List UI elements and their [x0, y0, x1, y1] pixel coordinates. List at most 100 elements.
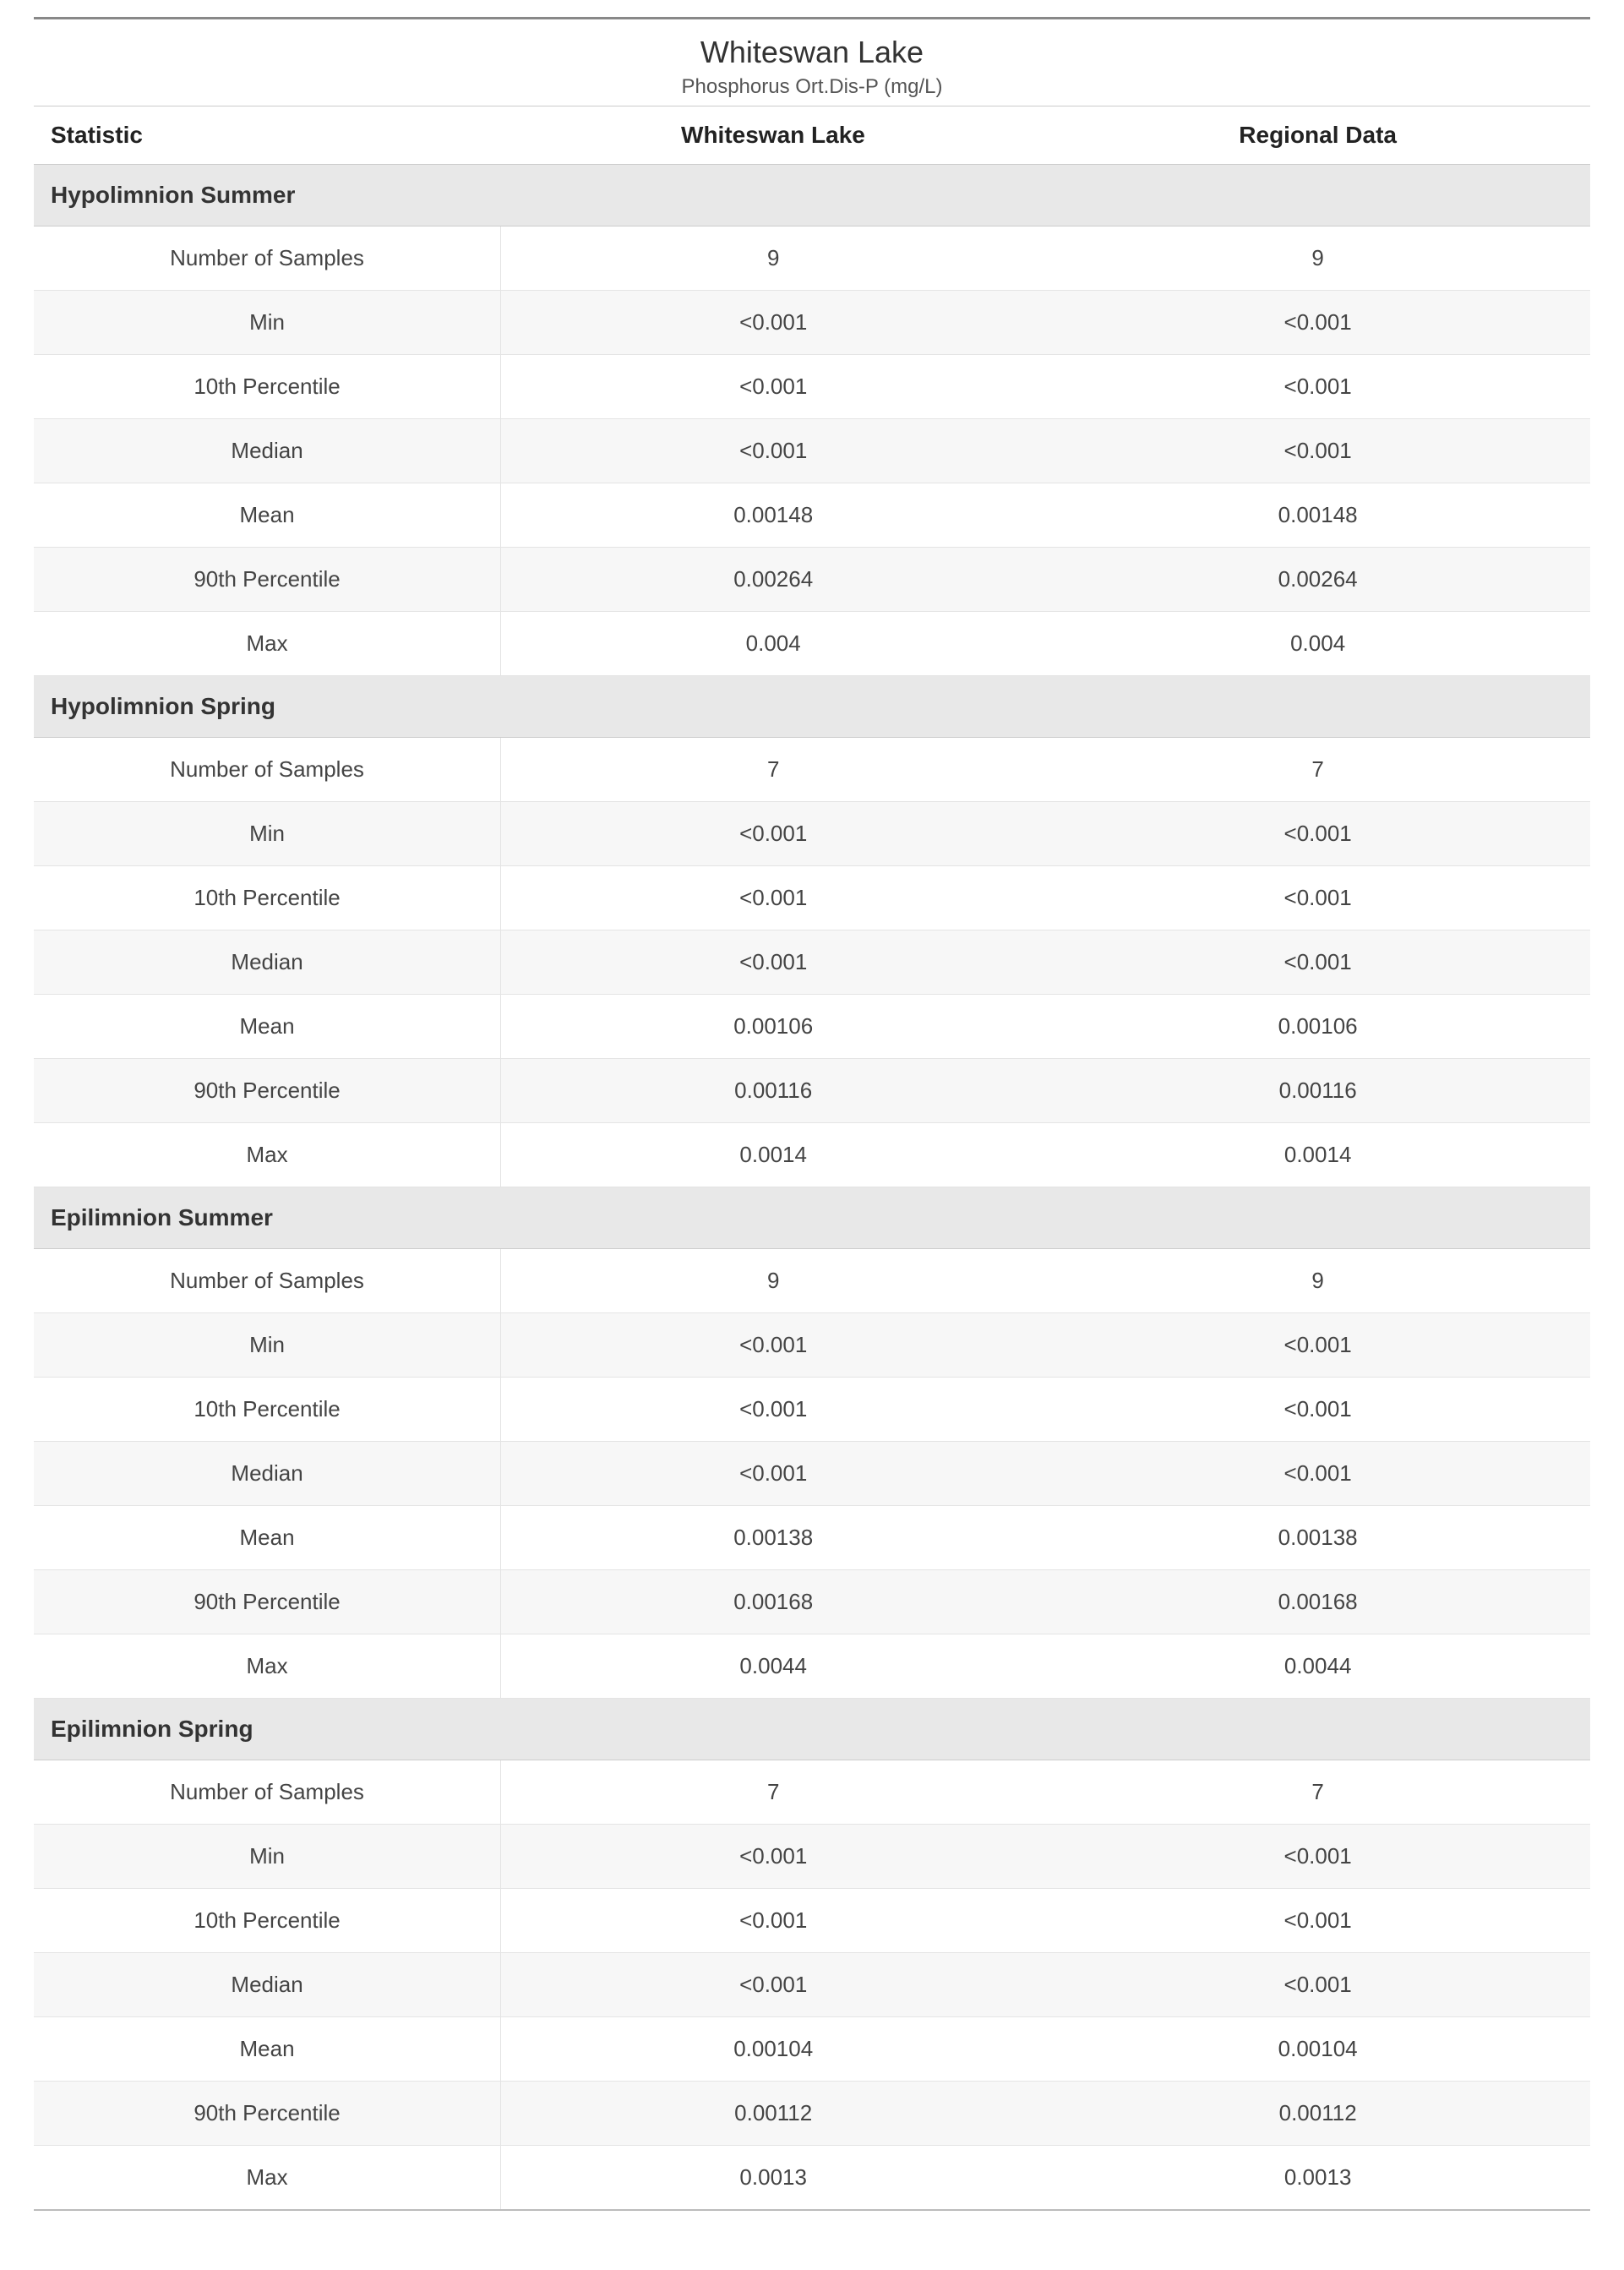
- statistic-label: Number of Samples: [34, 738, 501, 802]
- lake-value: 0.00264: [501, 548, 1046, 612]
- table-row: 90th Percentile0.001160.00116: [34, 1059, 1590, 1123]
- table-row: 90th Percentile0.002640.00264: [34, 548, 1590, 612]
- section-header: Hypolimnion Spring: [34, 676, 1590, 738]
- lake-value: 0.00138: [501, 1506, 1046, 1570]
- lake-value: <0.001: [501, 802, 1046, 866]
- lake-value: 9: [501, 1249, 1046, 1313]
- regional-value: 0.0013: [1045, 2146, 1590, 2211]
- regional-value: <0.001: [1045, 419, 1590, 483]
- statistic-label: 90th Percentile: [34, 1570, 501, 1634]
- lake-value: <0.001: [501, 291, 1046, 355]
- section-header-label: Epilimnion Summer: [34, 1187, 1590, 1249]
- statistic-label: Median: [34, 419, 501, 483]
- lake-value: 0.0013: [501, 2146, 1046, 2211]
- regional-value: 0.0044: [1045, 1634, 1590, 1699]
- lake-value: <0.001: [501, 1953, 1046, 2017]
- table-row: Mean0.001040.00104: [34, 2017, 1590, 2082]
- regional-value: <0.001: [1045, 1378, 1590, 1442]
- section-header: Epilimnion Summer: [34, 1187, 1590, 1249]
- lake-value: <0.001: [501, 930, 1046, 995]
- lake-value: 0.00116: [501, 1059, 1046, 1123]
- lake-value: 0.004: [501, 612, 1046, 676]
- lake-value: 0.0014: [501, 1123, 1046, 1187]
- statistic-label: Median: [34, 930, 501, 995]
- regional-value: 0.00112: [1045, 2082, 1590, 2146]
- table-row: 10th Percentile<0.001<0.001: [34, 866, 1590, 930]
- table-row: Max0.00130.0013: [34, 2146, 1590, 2211]
- regional-value: <0.001: [1045, 1442, 1590, 1506]
- lake-value: <0.001: [501, 419, 1046, 483]
- table-row: Min<0.001<0.001: [34, 291, 1590, 355]
- lake-value: <0.001: [501, 1442, 1046, 1506]
- table-row: Number of Samples77: [34, 1760, 1590, 1825]
- lake-value: <0.001: [501, 355, 1046, 419]
- statistic-label: Mean: [34, 483, 501, 548]
- page-subtitle: Phosphorus Ort.Dis-P (mg/L): [34, 75, 1590, 99]
- regional-value: <0.001: [1045, 1889, 1590, 1953]
- statistic-label: Median: [34, 1442, 501, 1506]
- statistic-label: Min: [34, 1825, 501, 1889]
- table-row: Max0.00140.0014: [34, 1123, 1590, 1187]
- regional-value: <0.001: [1045, 1825, 1590, 1889]
- column-header-row: Statistic Whiteswan Lake Regional Data: [34, 106, 1590, 165]
- statistic-label: Number of Samples: [34, 1760, 501, 1825]
- lake-value: <0.001: [501, 1825, 1046, 1889]
- lake-value: 0.00104: [501, 2017, 1046, 2082]
- table-row: Max0.00440.0044: [34, 1634, 1590, 1699]
- lake-value: 0.00148: [501, 483, 1046, 548]
- statistic-label: Max: [34, 1634, 501, 1699]
- statistic-label: 90th Percentile: [34, 1059, 501, 1123]
- regional-value: 0.00168: [1045, 1570, 1590, 1634]
- table-row: 90th Percentile0.001120.00112: [34, 2082, 1590, 2146]
- lake-value: <0.001: [501, 1889, 1046, 1953]
- lake-value: 0.0044: [501, 1634, 1046, 1699]
- table-row: Median<0.001<0.001: [34, 1442, 1590, 1506]
- table-row: Mean0.001380.00138: [34, 1506, 1590, 1570]
- statistic-label: 10th Percentile: [34, 1378, 501, 1442]
- statistic-label: 90th Percentile: [34, 2082, 501, 2146]
- statistic-label: Max: [34, 2146, 501, 2211]
- regional-value: <0.001: [1045, 930, 1590, 995]
- statistic-label: Max: [34, 612, 501, 676]
- table-row: Median<0.001<0.001: [34, 419, 1590, 483]
- statistic-label: Number of Samples: [34, 1249, 501, 1313]
- table-row: Number of Samples99: [34, 1249, 1590, 1313]
- column-header-statistic: Statistic: [34, 106, 501, 165]
- regional-value: 0.00148: [1045, 483, 1590, 548]
- statistic-label: 10th Percentile: [34, 355, 501, 419]
- table-row: Number of Samples99: [34, 226, 1590, 291]
- regional-value: 0.00104: [1045, 2017, 1590, 2082]
- table-row: Mean0.001480.00148: [34, 483, 1590, 548]
- regional-value: 0.004: [1045, 612, 1590, 676]
- statistic-label: Mean: [34, 2017, 501, 2082]
- section-header-label: Epilimnion Spring: [34, 1699, 1590, 1760]
- lake-value: <0.001: [501, 866, 1046, 930]
- lake-value: 0.00112: [501, 2082, 1046, 2146]
- regional-value: <0.001: [1045, 355, 1590, 419]
- table-body: Hypolimnion SummerNumber of Samples99Min…: [34, 165, 1590, 2211]
- regional-value: <0.001: [1045, 1313, 1590, 1378]
- statistic-label: Min: [34, 802, 501, 866]
- regional-value: 9: [1045, 1249, 1590, 1313]
- table-row: Median<0.001<0.001: [34, 1953, 1590, 2017]
- regional-value: 7: [1045, 1760, 1590, 1825]
- page-title: Whiteswan Lake: [34, 35, 1590, 70]
- table-row: Mean0.001060.00106: [34, 995, 1590, 1059]
- regional-value: 0.00138: [1045, 1506, 1590, 1570]
- title-block: Whiteswan Lake Phosphorus Ort.Dis-P (mg/…: [34, 19, 1590, 106]
- regional-value: 0.00116: [1045, 1059, 1590, 1123]
- report-table-container: Whiteswan Lake Phosphorus Ort.Dis-P (mg/…: [34, 17, 1590, 2211]
- table-row: Min<0.001<0.001: [34, 1825, 1590, 1889]
- table-row: Median<0.001<0.001: [34, 930, 1590, 995]
- statistic-label: 10th Percentile: [34, 866, 501, 930]
- statistic-label: Mean: [34, 995, 501, 1059]
- section-header-label: Hypolimnion Summer: [34, 165, 1590, 226]
- section-header: Epilimnion Spring: [34, 1699, 1590, 1760]
- table-row: 10th Percentile<0.001<0.001: [34, 355, 1590, 419]
- table-row: 10th Percentile<0.001<0.001: [34, 1378, 1590, 1442]
- lake-value: 0.00168: [501, 1570, 1046, 1634]
- table-row: Min<0.001<0.001: [34, 802, 1590, 866]
- lake-value: 9: [501, 226, 1046, 291]
- lake-value: <0.001: [501, 1378, 1046, 1442]
- regional-value: 9: [1045, 226, 1590, 291]
